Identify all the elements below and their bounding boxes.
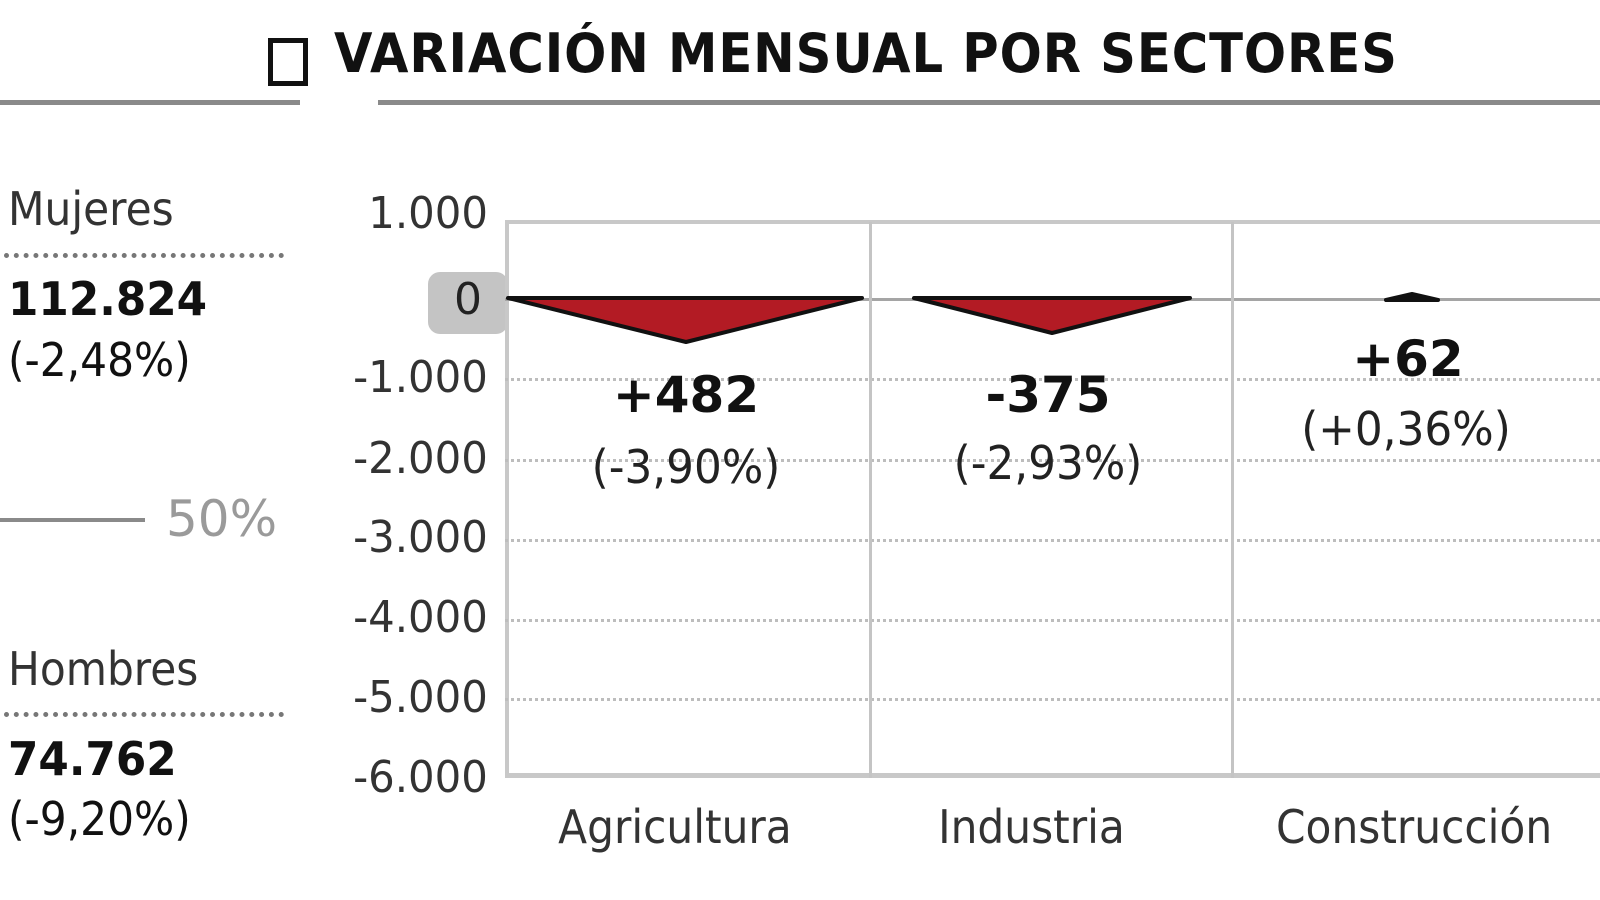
zero-badge [428,272,508,334]
men-value: 74.762 [8,732,177,786]
category-label-construccion: Construcción [1276,800,1553,854]
y-tick: -4.000 [353,592,488,643]
square-outline-icon [268,38,308,86]
men-label: Hombres [8,642,199,696]
grid-line [505,539,1600,542]
chart-header: VARIACIÓN MENSUAL POR SECTORES [0,0,1600,110]
y-tick: 1.000 [368,188,488,239]
value-label-agricultura: +482 [612,366,760,424]
title-rule-right [378,100,1600,105]
y-tick: -3.000 [353,512,488,563]
y-tick: -1.000 [353,352,488,403]
value-label-construccion: +62 [1352,330,1464,388]
y-tick-zero: 0 [454,274,482,325]
fifty-percent-label: 50% [166,490,278,548]
y-tick: -5.000 [353,672,488,723]
pct-label-construccion: (+0,36%) [1301,402,1511,456]
title-rule-left [0,100,300,105]
zero-line [505,298,1600,301]
pct-label-industria: (-2,93%) [953,436,1143,490]
y-tick: -2.000 [353,433,488,484]
fifty-percent-line [0,518,145,522]
women-pct: (-2,48%) [8,333,191,387]
women-value: 112.824 [8,272,208,326]
plot-area [505,220,1600,778]
category-separator [869,222,872,778]
pct-label-agricultura: (-3,90%) [591,440,781,494]
men-divider [4,712,284,717]
chart-title: VARIACIÓN MENSUAL POR SECTORES [334,22,1398,85]
women-divider [4,253,284,258]
grid-line [505,459,1600,462]
women-label: Mujeres [8,182,174,236]
value-label-industria: -375 [985,366,1111,424]
category-separator [1231,222,1234,778]
grid-line [505,378,1600,381]
category-label-agricultura: Agricultura [558,800,792,854]
category-label-industria: Industria [938,800,1125,854]
men-pct: (-9,20%) [8,792,191,846]
grid-line [505,698,1600,701]
y-tick: -6.000 [353,752,488,803]
grid-line [505,619,1600,622]
